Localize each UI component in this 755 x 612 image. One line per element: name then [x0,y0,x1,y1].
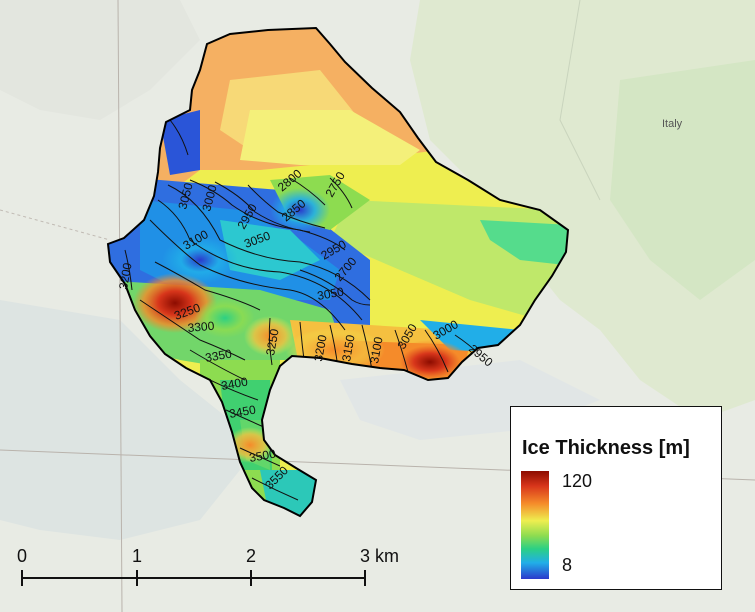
legend: Ice Thickness [m] 120 8 [510,406,722,590]
contour-label: 3500 [248,446,277,464]
scale-label-2: 2 [246,546,257,566]
contour-lines [124,119,481,501]
scale-label-0: 0 [17,546,28,566]
legend-min-value: 8 [562,555,573,575]
contour-label: 3150 [339,333,357,362]
legend-title: Ice Thickness [m] [522,437,690,459]
contour-label: 3300 [187,319,215,335]
legend-color-ramp [521,471,549,579]
contour-label: 3050 [316,284,345,302]
contour-label: 3000 [199,183,220,213]
scale-label-3km: 3 km [360,546,400,566]
country-label-italy: Italy [662,118,683,130]
contour-label: 3400 [220,374,249,392]
contour-label: 3050 [175,181,196,211]
contour-label: 3100 [367,335,385,364]
scale-label-1: 1 [132,546,143,566]
legend-max-value: 120 [562,471,593,491]
contour-label: 3350 [204,346,233,364]
contour-label: 3250 [263,327,281,356]
scale-bar [21,570,366,586]
contour-label: 3200 [116,261,134,290]
contour-label: 3200 [311,333,329,362]
contour-label: 3450 [228,402,257,420]
